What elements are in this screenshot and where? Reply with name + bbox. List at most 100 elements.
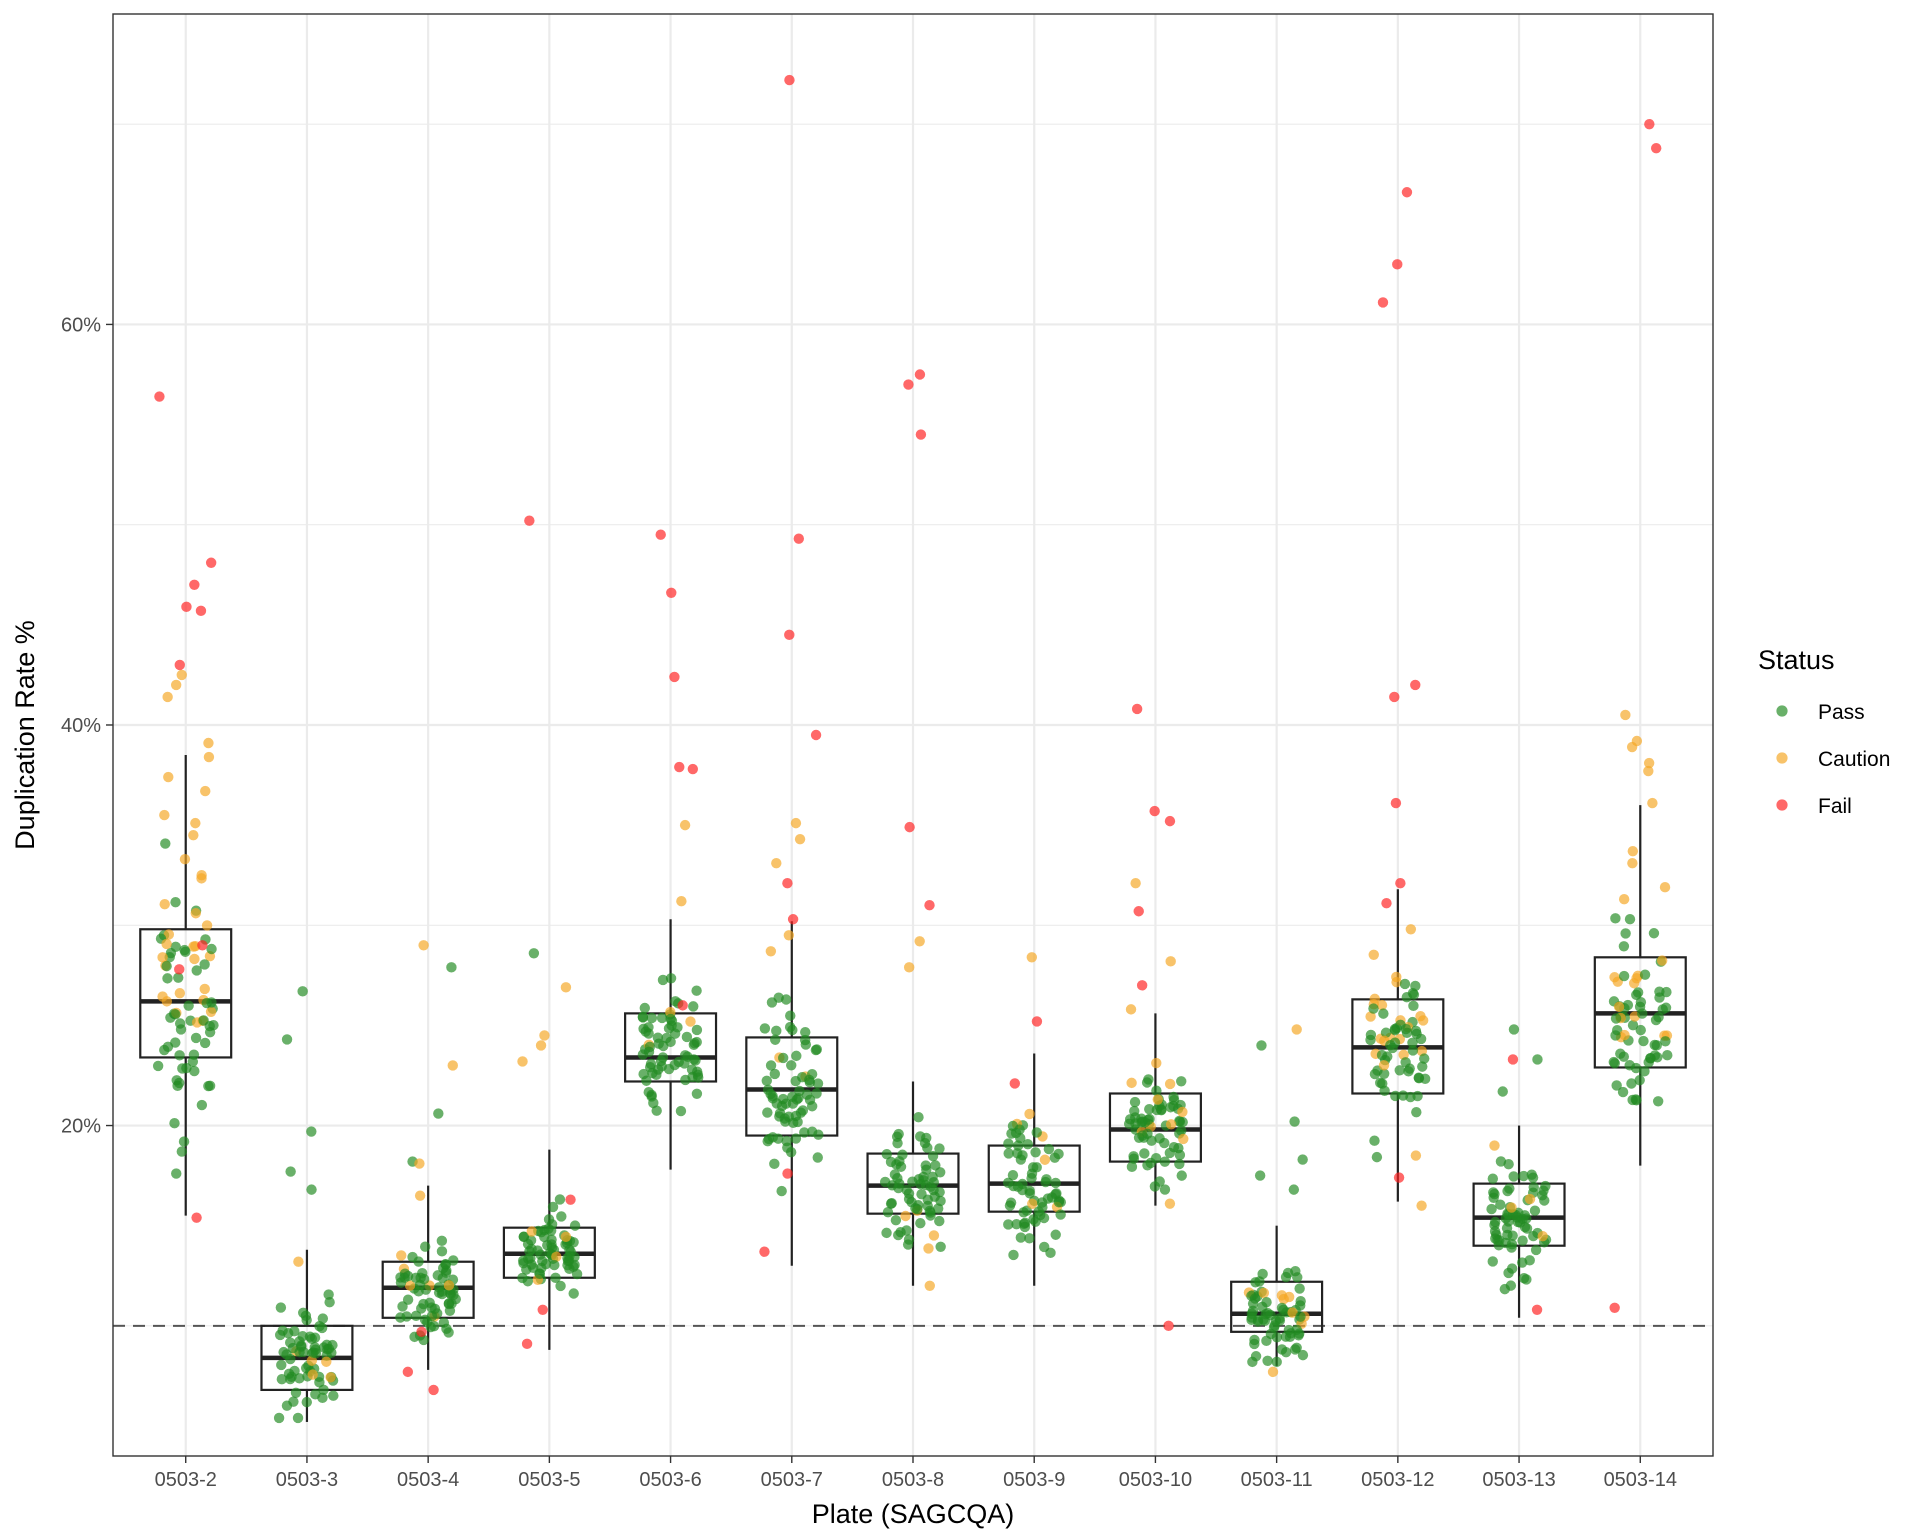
point-pass — [410, 1272, 422, 1284]
point-pass — [1297, 1349, 1309, 1361]
point-fail — [416, 1326, 427, 1338]
point-pass — [806, 1101, 818, 1112]
point-pass — [881, 1149, 892, 1160]
y-axis-title: Duplication Rate % — [10, 620, 40, 850]
point-fail — [1393, 1172, 1405, 1183]
point-pass — [569, 1259, 580, 1271]
point-pass — [171, 1168, 182, 1179]
point-pass — [1011, 1218, 1022, 1230]
point-fail — [787, 914, 799, 925]
point-pass — [1126, 1161, 1138, 1173]
point-fail — [914, 369, 926, 380]
point-caution — [414, 1158, 425, 1169]
point-fail — [1149, 805, 1160, 817]
point-pass — [554, 1194, 566, 1205]
point-fail — [524, 515, 535, 526]
point-pass — [1380, 1027, 1392, 1038]
point-pass — [1003, 1219, 1014, 1230]
point-fail — [1395, 878, 1406, 889]
point-caution — [1416, 1200, 1427, 1211]
point-fail — [915, 429, 927, 440]
point-pass — [183, 1000, 194, 1011]
point-fail — [1381, 898, 1392, 909]
point-caution — [199, 983, 210, 995]
point-pass — [426, 1302, 437, 1313]
point-pass — [324, 1297, 335, 1308]
point-pass — [1154, 1133, 1165, 1144]
point-pass — [646, 1012, 658, 1024]
point-pass — [433, 1287, 445, 1298]
point-caution — [189, 953, 200, 965]
point-pass — [648, 1097, 659, 1109]
point-caution — [794, 833, 806, 845]
point-caution — [1024, 1108, 1035, 1120]
point-pass — [446, 962, 457, 973]
point-pass — [691, 1024, 703, 1036]
x-tick-label: 0503-13 — [1482, 1469, 1555, 1491]
point-pass — [176, 1146, 188, 1157]
point-pass — [569, 1220, 581, 1231]
legend: Status Pass Caution Fail — [1758, 645, 1890, 818]
point-caution — [447, 1060, 458, 1071]
point-caution — [162, 691, 173, 703]
point-pass — [934, 1167, 946, 1178]
x-tick-label: 0503-9 — [1003, 1469, 1065, 1491]
point-pass — [927, 1150, 939, 1162]
point-caution — [1643, 765, 1654, 777]
point-pass — [1037, 1201, 1048, 1213]
point-pass — [890, 1215, 902, 1226]
point-caution — [1164, 1078, 1176, 1090]
point-pass — [1019, 1221, 1031, 1233]
point-pass — [680, 1074, 691, 1086]
point-caution — [685, 1016, 696, 1027]
point-pass — [1174, 1149, 1186, 1161]
point-pass — [811, 1088, 822, 1099]
point-pass — [285, 1337, 296, 1348]
point-pass — [932, 1203, 944, 1214]
point-pass — [1176, 1170, 1187, 1181]
point-pass — [1141, 1077, 1153, 1088]
point-pass — [1408, 1000, 1419, 1012]
point-pass — [432, 1270, 443, 1281]
point-caution — [443, 1280, 455, 1291]
point-pass — [691, 1088, 703, 1099]
point-pass — [1254, 1276, 1265, 1287]
point-pass — [1174, 1116, 1186, 1127]
point-pass — [1508, 1024, 1520, 1035]
point-caution — [1656, 955, 1668, 966]
point-caution — [1026, 952, 1038, 963]
point-pass — [681, 1031, 693, 1043]
point-pass — [907, 1176, 918, 1187]
point-pass — [1276, 1344, 1288, 1355]
point-pass — [1294, 1283, 1305, 1294]
point-pass — [1495, 1156, 1507, 1167]
point-fail — [655, 529, 666, 540]
point-pass — [1378, 1008, 1389, 1019]
point-pass — [1043, 1143, 1055, 1155]
point-pass — [1626, 1078, 1637, 1089]
point-caution — [903, 962, 915, 973]
point-pass — [308, 1347, 319, 1358]
point-pass — [1487, 1256, 1498, 1267]
point-pass — [301, 1396, 312, 1408]
point-pass — [1176, 1125, 1187, 1136]
point-pass — [689, 1038, 700, 1049]
point-pass — [879, 1176, 891, 1188]
point-pass — [433, 1108, 444, 1119]
point-pass — [1649, 1039, 1660, 1051]
point-caution — [1489, 1140, 1500, 1151]
point-pass — [1407, 1037, 1418, 1048]
point-pass — [1400, 1057, 1411, 1068]
point-pass — [787, 1098, 799, 1109]
point-caution — [414, 1190, 426, 1201]
point-pass — [1007, 1169, 1019, 1181]
boxplot-0503-2 — [139, 755, 233, 1216]
point-fail — [1651, 142, 1662, 154]
point-caution — [1165, 1119, 1177, 1130]
point-pass — [1497, 1086, 1508, 1097]
point-pass — [1144, 1103, 1155, 1115]
point-pass — [204, 1080, 216, 1092]
point-caution — [203, 737, 214, 749]
point-caution — [790, 817, 802, 829]
point-pass — [903, 1188, 915, 1199]
